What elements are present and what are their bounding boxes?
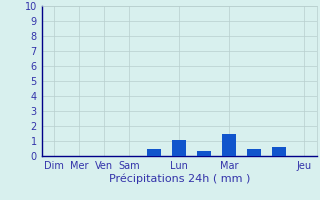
Bar [172,140,186,156]
Bar [247,149,261,156]
Bar [222,134,236,156]
Bar [147,148,161,156]
Bar [197,151,211,156]
X-axis label: Précipitations 24h ( mm ): Précipitations 24h ( mm ) [108,174,250,184]
Bar [272,147,286,156]
